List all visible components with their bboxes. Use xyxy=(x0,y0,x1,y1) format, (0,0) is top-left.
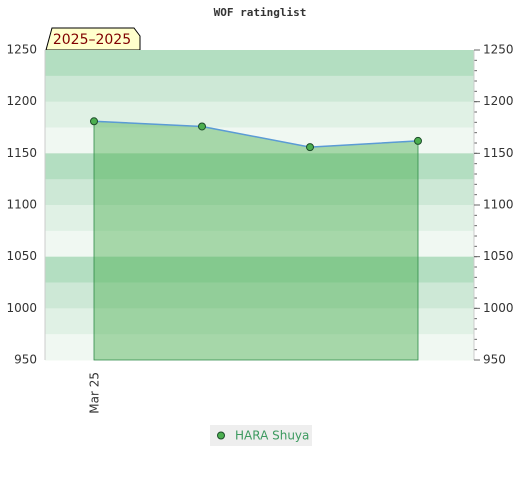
legend-marker xyxy=(217,431,225,440)
y-tick-label: 1200 xyxy=(6,94,37,108)
band xyxy=(45,179,474,206)
marker xyxy=(414,136,422,145)
y-tick-label: 1100 xyxy=(6,198,37,212)
band xyxy=(45,127,474,154)
band xyxy=(45,230,474,258)
legend xyxy=(210,425,312,446)
y-tick-label: 1250 xyxy=(6,43,37,57)
x-tick-label: Mar 25 xyxy=(88,372,102,414)
band xyxy=(45,308,474,335)
y2-tick-label: 1150 xyxy=(483,146,514,160)
y2-tick-label: 1100 xyxy=(483,198,514,212)
band xyxy=(45,256,474,283)
y-tick-label: 1000 xyxy=(6,301,37,315)
legend-label: HARA Shuya xyxy=(235,429,309,443)
marker xyxy=(90,117,98,126)
band xyxy=(45,153,474,180)
marker xyxy=(306,143,314,152)
y-tick-label: 1050 xyxy=(6,249,37,263)
y2-tick-label: 950 xyxy=(483,353,506,367)
annotation: 2025–2025 xyxy=(53,32,131,48)
line xyxy=(93,120,419,148)
y2-tick-label: 1000 xyxy=(483,301,514,315)
y2-tick-label: 1250 xyxy=(483,43,514,57)
area xyxy=(93,120,419,361)
band xyxy=(45,282,474,309)
band xyxy=(45,50,474,77)
y2-tick-label: 1050 xyxy=(483,249,514,263)
band xyxy=(45,334,474,361)
band xyxy=(45,205,474,232)
marker xyxy=(198,122,206,131)
band xyxy=(45,75,474,103)
chart-title: WOF ratinglist xyxy=(214,6,307,19)
y-tick-label: 950 xyxy=(14,353,37,367)
band xyxy=(45,101,474,128)
y-tick-label: 1150 xyxy=(6,146,37,160)
y2-tick-label: 1200 xyxy=(483,94,514,108)
